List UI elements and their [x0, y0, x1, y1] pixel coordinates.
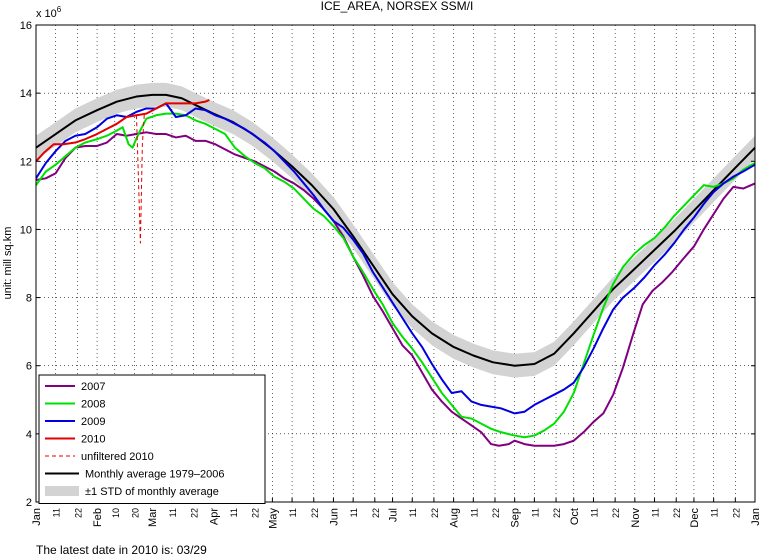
x-month-label: Apr [208, 508, 220, 525]
axes-box [35, 24, 756, 503]
series-line-2008 [35, 112, 756, 439]
x-day-label: 11 [589, 508, 599, 517]
legend-label: 2009 [81, 416, 105, 428]
legend: 2007 2008 2009 2010 unfiltered 2010 Monthly a… [38, 374, 266, 504]
x-day-label: 11 [349, 508, 359, 517]
x-day-label: 11 [651, 508, 661, 517]
y-tick-label: 10 [20, 224, 32, 236]
x-day-label: 22 [371, 508, 381, 518]
x-day-label: 10 [111, 508, 121, 518]
legend-label: Monthly average 1979–2006 [85, 469, 224, 481]
y-tick-label: 14 [20, 88, 32, 100]
y-tick-label: 2 [26, 497, 32, 509]
x-day-label: 22 [731, 508, 741, 518]
chart-title: ICE_AREA, NORSEX SSM/I [321, 0, 474, 13]
legend-label: 2010 [81, 434, 105, 446]
x-month-label: Jan [750, 508, 761, 526]
legend-box [38, 374, 266, 504]
x-day-label: 22 [310, 508, 320, 518]
x-day-label: 11 [530, 508, 540, 517]
x-day-label: 11 [52, 508, 62, 517]
x-tick-labels: Jan 11 22 Feb 10 20 Mar 11 22 Apr 11 22 May 11 22 Jun 11… [31, 508, 761, 529]
x-month-label: Jul [388, 508, 400, 522]
x-day-label: 22 [552, 508, 562, 518]
legend-label: 2007 [81, 381, 105, 393]
x-day-label: 11 [229, 508, 239, 517]
y-tick-label: 16 [20, 20, 32, 32]
x-day-label: 11 [469, 508, 479, 517]
x-day-label: 11 [168, 508, 178, 517]
std-band-area [36, 82, 755, 378]
y-tick-label: 8 [26, 293, 32, 305]
x-day-label: 20 [130, 508, 140, 518]
y-tick-label: 12 [20, 156, 32, 168]
series-line-2007 [35, 131, 756, 447]
latest-date-note: The latest date in 2010 is: 03/29 [36, 543, 207, 557]
x-day-label: 22 [672, 508, 682, 518]
series-line-2010 [35, 99, 210, 162]
y-tick-label: 4 [26, 429, 32, 441]
x-month-label: Dec [689, 508, 701, 528]
x-day-label: 22 [430, 508, 440, 518]
x-month-label: Nov [630, 508, 642, 528]
y-axis-label: unit: mill sq.km [2, 227, 14, 300]
x-month-label: Oct [569, 508, 581, 525]
x-day-label: 11 [408, 508, 418, 517]
x-month-label: Sep [510, 508, 522, 528]
x-month-label: May [267, 508, 279, 529]
series-line-monthly-average-1979-2006 [35, 93, 756, 367]
series-lines [35, 93, 756, 447]
std-band [36, 82, 755, 378]
x-day-label: 22 [491, 508, 501, 518]
x-day-label: 22 [73, 508, 83, 518]
y-tick-label: 6 [26, 361, 32, 373]
legend-label: 2008 [81, 399, 105, 411]
y-tick-labels: 2 4 6 8 10 12 14 16 [20, 20, 32, 509]
x-day-label: 11 [710, 508, 720, 517]
x-day-label: 22 [611, 508, 621, 518]
x-month-label: Mar [147, 508, 159, 527]
x-month-label: Jun [328, 508, 340, 526]
x-month-label: Jan [31, 508, 43, 526]
x-month-label: Aug [449, 508, 461, 528]
series-line-unfiltered-2010 [135, 113, 145, 244]
x-day-label: 22 [190, 508, 200, 518]
x-day-label: 11 [288, 508, 298, 517]
x-month-label: Feb [92, 508, 104, 527]
x-day-label: 22 [251, 508, 261, 518]
y-multiplier: x 106 [36, 5, 62, 20]
legend-label: ±1 STD of monthly average [85, 486, 219, 498]
legend-label: unfiltered 2010 [81, 451, 154, 463]
